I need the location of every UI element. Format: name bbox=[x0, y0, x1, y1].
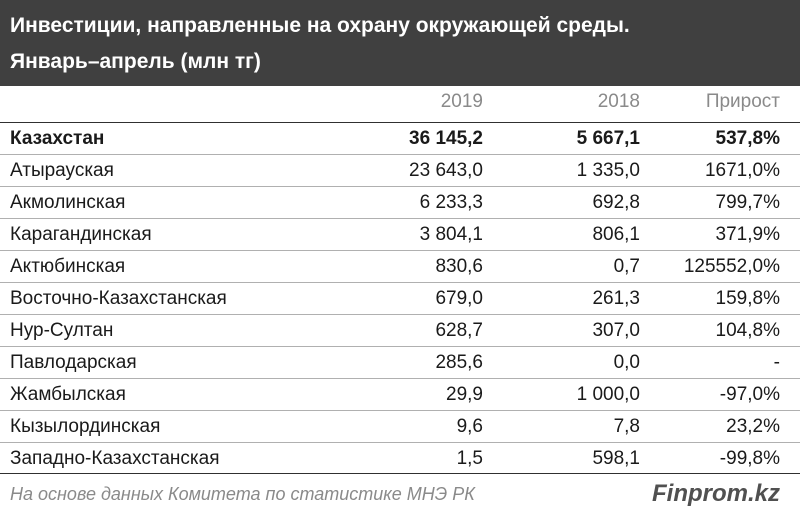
row-value-2018: 7,8 bbox=[613, 416, 640, 437]
table-row: Восточно-Казахстанская 679,0 261,3 159,8% bbox=[0, 282, 800, 314]
row-value-2019: 679,0 bbox=[435, 288, 483, 309]
row-value-2018: 598,1 bbox=[592, 448, 640, 469]
table-row: Атырауская 23 643,0 1 335,0 1671,0% bbox=[0, 154, 800, 186]
row-value-growth: 537,8% bbox=[715, 128, 780, 149]
brand-logo: Finprom.kz bbox=[651, 480, 780, 507]
row-name: Атырауская bbox=[10, 160, 114, 181]
table-title: Инвестиции, направленные на охрану окруж… bbox=[10, 14, 630, 37]
row-value-2019: 36 145,2 bbox=[409, 128, 483, 149]
footer: На основе данных Комитета по статистике … bbox=[0, 478, 800, 514]
row-value-growth: 799,7% bbox=[715, 192, 780, 213]
row-value-2018: 0,7 bbox=[613, 256, 640, 277]
row-value-2019: 830,6 bbox=[435, 256, 483, 277]
row-value-2019: 9,6 bbox=[456, 416, 483, 437]
table-row: Кызылординская 9,6 7,8 23,2% bbox=[0, 410, 800, 442]
row-name: Актюбинская bbox=[10, 256, 126, 277]
row-name: Восточно-Казахстанская bbox=[10, 288, 227, 309]
row-value-2019: 628,7 bbox=[435, 320, 483, 341]
row-value-2018: 0,0 bbox=[613, 352, 640, 373]
table-row: Павлодарская 285,6 0,0 - bbox=[0, 346, 800, 378]
table-row: Жамбылская 29,9 1 000,0 -97,0% bbox=[0, 378, 800, 410]
row-value-2019: 29,9 bbox=[446, 384, 483, 405]
row-value-2019: 285,6 bbox=[435, 352, 483, 373]
row-value-2018: 806,1 bbox=[592, 224, 640, 245]
row-value-growth: -99,8% bbox=[719, 448, 780, 469]
column-header-2018: 2018 bbox=[597, 91, 640, 112]
table-body: Казахстан 36 145,2 5 667,1 537,8% Атырауская… bbox=[0, 122, 800, 474]
table-subtitle: Январь–апрель (млн тг) bbox=[10, 50, 261, 73]
row-value-2019: 1,5 bbox=[456, 448, 483, 469]
row-name: Акмолинская bbox=[10, 192, 126, 213]
table-header: Инвестиции, направленные на охрану окруж… bbox=[0, 0, 800, 86]
table-row: Акмолинская 6 233,3 692,8 799,7% bbox=[0, 186, 800, 218]
column-header-2019: 2019 bbox=[440, 91, 483, 112]
row-value-2019: 3 804,1 bbox=[419, 224, 483, 245]
row-name: Казахстан bbox=[10, 128, 105, 149]
table-row: Карагандинская 3 804,1 806,1 371,9% bbox=[0, 218, 800, 250]
row-value-2018: 5 667,1 bbox=[576, 128, 640, 149]
row-value-growth: -97,0% bbox=[719, 384, 780, 405]
row-value-2018: 307,0 bbox=[592, 320, 640, 341]
row-value-2019: 23 643,0 bbox=[409, 160, 483, 181]
row-name: Кызылординская bbox=[10, 416, 161, 437]
source-note: На основе данных Комитета по статистике … bbox=[10, 484, 475, 504]
row-value-growth: 371,9% bbox=[715, 224, 780, 245]
row-value-growth: 159,8% bbox=[715, 288, 780, 309]
row-value-growth: 1671,0% bbox=[704, 160, 780, 181]
row-name: Карагандинская bbox=[10, 224, 152, 245]
table-row: Нур-Султан 628,7 307,0 104,8% bbox=[0, 314, 800, 346]
row-value-growth: 23,2% bbox=[726, 416, 780, 437]
table-row: Западно-Казахстанская 1,5 598,1 -99,8% bbox=[0, 442, 800, 474]
column-header-growth: Прирост bbox=[705, 91, 780, 112]
column-headers: 2019 2018 Прирост bbox=[0, 86, 800, 122]
table-row: Актюбинская 830,6 0,7 125552,0% bbox=[0, 250, 800, 282]
row-name: Жамбылская bbox=[10, 384, 126, 405]
row-value-growth: - bbox=[773, 352, 780, 373]
row-name: Павлодарская bbox=[10, 352, 137, 373]
row-value-growth: 104,8% bbox=[715, 320, 780, 341]
row-value-2019: 6 233,3 bbox=[419, 192, 483, 213]
table-row-total: Казахстан 36 145,2 5 667,1 537,8% bbox=[0, 122, 800, 154]
row-value-2018: 1 000,0 bbox=[576, 384, 640, 405]
row-name: Нур-Султан bbox=[10, 320, 114, 341]
row-value-2018: 261,3 bbox=[592, 288, 640, 309]
row-name: Западно-Казахстанская bbox=[10, 448, 220, 469]
row-value-growth: 125552,0% bbox=[683, 256, 780, 277]
row-value-2018: 1 335,0 bbox=[576, 160, 640, 181]
row-value-2018: 692,8 bbox=[592, 192, 640, 213]
